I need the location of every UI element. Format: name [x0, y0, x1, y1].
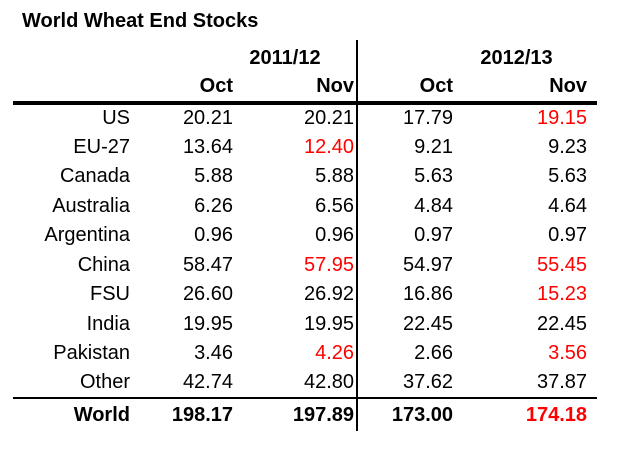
value-cell: 26.92 — [303, 283, 355, 306]
wheat-end-stocks-table: 2011/12 2012/13 Oct Nov Oct Nov US 20.21 2… — [13, 40, 598, 431]
value-cell: 0.97 — [356, 221, 464, 251]
total-row-world: World 198.17 197.89 173.00 174.18 — [13, 397, 598, 431]
empty-corner-cell — [13, 72, 140, 105]
table-row-fsu: FSU 26.60 26.92 16.86 15.23 — [13, 280, 597, 310]
row-label: Canada — [59, 165, 130, 188]
value-cell: 0.96 — [194, 224, 233, 247]
value-cell: 5.63 — [356, 162, 464, 192]
column-header-oct-2011-12: Oct — [140, 72, 243, 105]
column-header-oct-2012-13: Oct — [356, 72, 464, 105]
value-cell: 5.63 — [548, 165, 588, 188]
table-row-australia: Australia 6.26 6.56 4.84 4.64 — [13, 191, 597, 221]
table-row-canada: Canada 5.88 5.88 5.63 5.63 — [13, 162, 597, 192]
value-cell: 26.60 — [182, 283, 233, 306]
table-row-eu-27: EU-27 13.64 12.40 9.21 9.23 — [13, 132, 597, 162]
value-cell: 20.21 — [303, 107, 355, 130]
value-cell: 22.45 — [536, 312, 588, 335]
value-cell-highlighted: 174.18 — [463, 397, 598, 431]
value-cell-highlighted: 55.45 — [536, 253, 588, 276]
value-cell: 58.47 — [182, 253, 233, 276]
value-cell: 6.56 — [315, 194, 355, 217]
row-label: Argentina — [44, 224, 130, 247]
value-cell: 9.23 — [548, 135, 588, 158]
value-cell: 6.26 — [194, 194, 233, 217]
value-cell: 3.46 — [194, 342, 233, 365]
value-cell-highlighted: 4.26 — [315, 342, 355, 365]
value-cell: 0.97 — [548, 224, 588, 247]
value-cell: 2.66 — [356, 339, 464, 369]
value-cell: 19.95 — [182, 312, 233, 335]
table-row-china: China 58.47 57.95 54.97 55.45 — [13, 250, 597, 280]
value-cell: 37.87 — [536, 371, 588, 394]
value-cell-highlighted: 15.23 — [536, 283, 588, 306]
value-cell: 9.21 — [356, 132, 464, 162]
row-label: US — [102, 107, 130, 130]
value-cell: 5.88 — [194, 165, 233, 188]
row-label: Australia — [52, 194, 130, 217]
table-row-pakistan: Pakistan 3.46 4.26 2.66 3.56 — [13, 339, 597, 369]
row-label: Other — [79, 371, 130, 394]
empty-corner-cell — [13, 40, 140, 72]
year-header-2011-12: 2011/12 — [249, 47, 321, 69]
year-header-row: 2011/12 2012/13 — [13, 40, 598, 72]
row-label: EU-27 — [73, 135, 130, 158]
value-cell: 42.74 — [182, 371, 233, 394]
table-title: World Wheat End Stocks — [22, 10, 259, 32]
value-cell: 4.64 — [548, 194, 588, 217]
table-row-us: US 20.21 20.21 17.79 19.15 — [13, 103, 597, 133]
value-cell: 197.89 — [243, 397, 358, 431]
value-cell: 173.00 — [356, 397, 464, 431]
value-cell-highlighted: 12.40 — [303, 135, 355, 158]
value-cell: 42.80 — [303, 371, 355, 394]
table-row-other: Other 42.74 42.80 37.62 37.87 — [13, 368, 597, 398]
value-cell: 19.95 — [303, 312, 355, 335]
value-cell: 16.86 — [356, 280, 464, 310]
table-row-argentina: Argentina 0.96 0.96 0.97 0.97 — [13, 221, 597, 251]
value-cell: 37.62 — [356, 368, 464, 398]
value-cell: 0.96 — [315, 224, 355, 247]
row-label: World — [13, 397, 140, 431]
value-cell: 17.79 — [356, 103, 464, 133]
table-row-india: India 19.95 19.95 22.45 22.45 — [13, 309, 597, 339]
row-label: China — [77, 253, 130, 276]
year-header-2012-13: 2012/13 — [356, 40, 598, 72]
value-cell: 20.21 — [182, 107, 233, 130]
value-cell: 54.97 — [356, 250, 464, 280]
value-cell-highlighted: 3.56 — [548, 342, 588, 365]
row-label: Pakistan — [53, 342, 130, 365]
value-cell: 5.88 — [315, 165, 355, 188]
value-cell: 4.84 — [356, 191, 464, 221]
value-cell-highlighted: 19.15 — [536, 107, 588, 130]
column-header-nov-2011-12: Nov — [243, 72, 358, 105]
value-cell: 13.64 — [182, 135, 233, 158]
month-header-row: Oct Nov Oct Nov — [13, 72, 598, 105]
value-cell-highlighted: 57.95 — [303, 253, 355, 276]
row-label: India — [86, 312, 130, 335]
value-cell: 198.17 — [140, 397, 243, 431]
row-label: FSU — [90, 283, 130, 306]
value-cell: 22.45 — [356, 309, 464, 339]
column-header-nov-2012-13: Nov — [463, 72, 598, 105]
